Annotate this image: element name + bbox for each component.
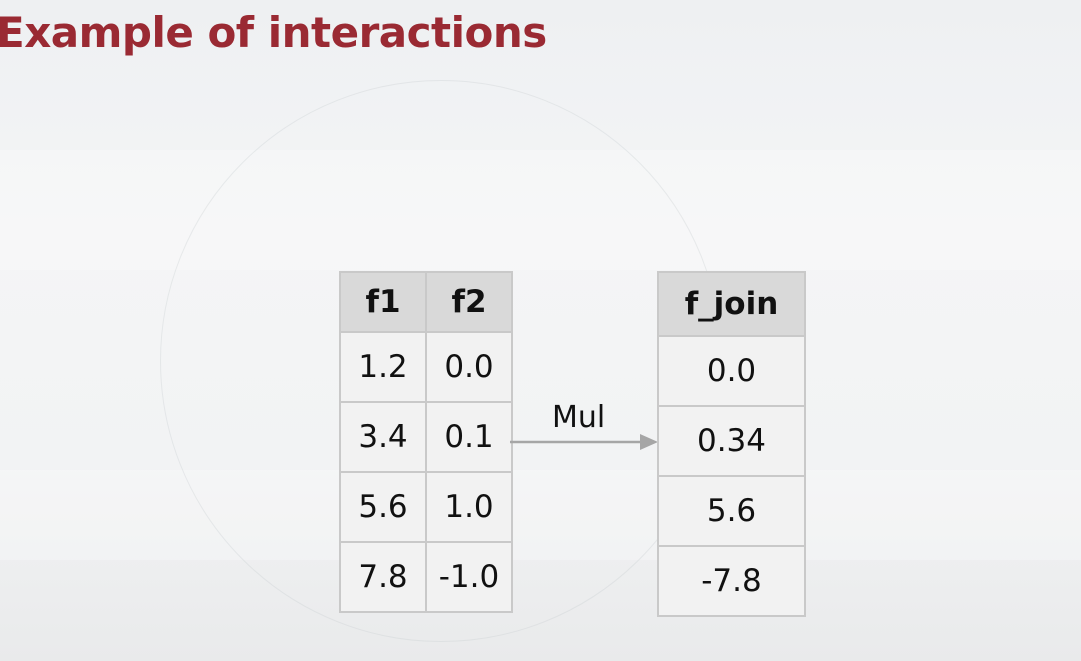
slide-title: Example of interactions bbox=[0, 8, 547, 57]
table-cell: -1.0 bbox=[425, 541, 513, 613]
table-cell: 5.6 bbox=[339, 471, 427, 543]
table-cell: 5.6 bbox=[657, 475, 806, 547]
table-row: 5.6 bbox=[657, 475, 806, 547]
table-cell: 1.0 bbox=[425, 471, 513, 543]
table-header-row: f_join bbox=[657, 271, 806, 337]
column-header-f2: f2 bbox=[425, 271, 513, 333]
table-row: 1.2 0.0 bbox=[339, 331, 513, 403]
operation-label: Mul bbox=[552, 400, 606, 435]
table-cell: 0.0 bbox=[425, 331, 513, 403]
right-arrow-icon bbox=[510, 434, 658, 450]
table-row: 3.4 0.1 bbox=[339, 401, 513, 473]
table-cell: 1.2 bbox=[339, 331, 427, 403]
table-cell: 7.8 bbox=[339, 541, 427, 613]
input-feature-table: f1 f2 1.2 0.0 3.4 0.1 5.6 1.0 7.8 -1.0 bbox=[339, 271, 513, 613]
table-cell: -7.8 bbox=[657, 545, 806, 617]
column-header-f-join: f_join bbox=[657, 271, 806, 337]
table-cell: 0.0 bbox=[657, 335, 806, 407]
column-header-f1: f1 bbox=[339, 271, 427, 333]
table-row: 0.34 bbox=[657, 405, 806, 477]
table-cell: 0.34 bbox=[657, 405, 806, 477]
table-cell: 3.4 bbox=[339, 401, 427, 473]
table-row: 7.8 -1.0 bbox=[339, 541, 513, 613]
table-cell: 0.1 bbox=[425, 401, 513, 473]
table-header-row: f1 f2 bbox=[339, 271, 513, 333]
table-row: 5.6 1.0 bbox=[339, 471, 513, 543]
output-feature-table: f_join 0.0 0.34 5.6 -7.8 bbox=[657, 271, 806, 617]
table-row: -7.8 bbox=[657, 545, 806, 617]
table-row: 0.0 bbox=[657, 335, 806, 407]
